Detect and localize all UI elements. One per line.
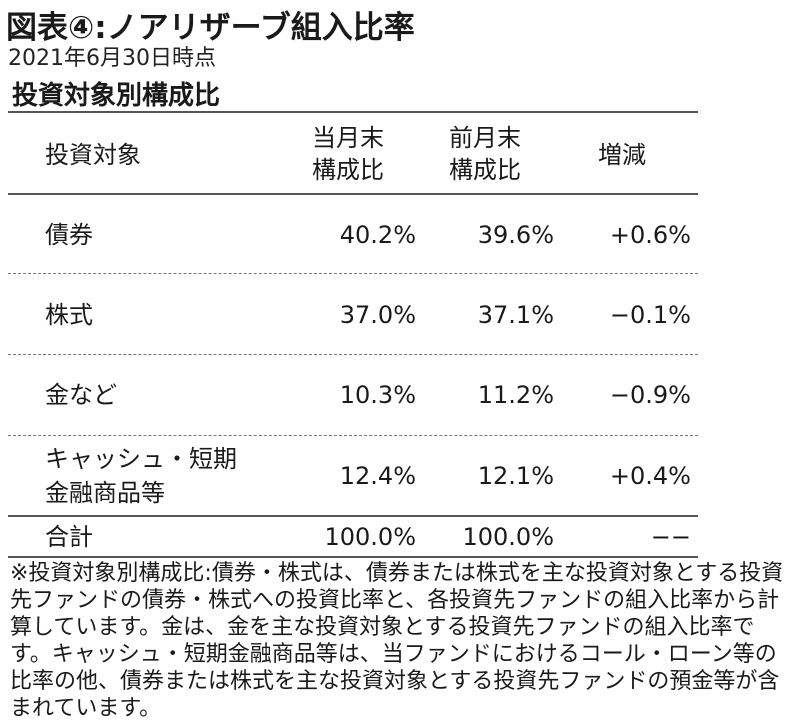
total-label: 合計 bbox=[45, 523, 93, 551]
header-previous-month: 前月末 構成比 bbox=[449, 122, 521, 186]
total-previous: 100.0% bbox=[462, 523, 554, 551]
row-label: 金など bbox=[45, 381, 117, 409]
total-top-rule bbox=[8, 515, 698, 517]
table-bottom-rule bbox=[8, 556, 698, 558]
total-current: 100.0% bbox=[324, 523, 416, 551]
row-change: +0.4% bbox=[609, 462, 691, 490]
header-bottom-rule bbox=[8, 193, 698, 195]
header-current-line2: 構成比 bbox=[312, 156, 384, 184]
row-label: 株式 bbox=[45, 301, 93, 329]
row-change: +0.6% bbox=[609, 221, 691, 249]
row-current: 40.2% bbox=[339, 221, 416, 249]
row-current: 12.4% bbox=[339, 462, 416, 490]
row-current: 37.0% bbox=[339, 301, 416, 329]
row-change: −0.9% bbox=[609, 381, 691, 409]
header-change: 増減 bbox=[598, 141, 646, 169]
row-divider bbox=[8, 354, 698, 355]
section-title: 投資対象別構成比 bbox=[12, 81, 221, 111]
row-label: 債券 bbox=[45, 221, 93, 249]
total-change: −− bbox=[650, 523, 691, 551]
footnote: ※投資対象別構成比:債券・株式は、債券または株式を主な投資対象とする投資先ファン… bbox=[10, 561, 784, 721]
row-divider bbox=[8, 435, 698, 436]
header-current-line1: 当月末 bbox=[312, 124, 384, 152]
row-label-line2: 金融商品等 bbox=[45, 479, 165, 507]
as-of-date: 2021年6月30日時点 bbox=[8, 46, 216, 71]
header-previous-line1: 前月末 bbox=[449, 124, 521, 152]
row-previous: 39.6% bbox=[477, 221, 554, 249]
header-previous-line2: 構成比 bbox=[449, 156, 521, 184]
header-asset-class: 投資対象 bbox=[45, 141, 141, 169]
table-top-rule bbox=[8, 111, 698, 113]
header-current-month: 当月末 構成比 bbox=[312, 122, 384, 186]
row-change: −0.1% bbox=[609, 301, 691, 329]
row-divider bbox=[8, 273, 698, 274]
row-current: 10.3% bbox=[339, 381, 416, 409]
row-previous: 11.2% bbox=[477, 381, 554, 409]
row-label: キャッシュ・短期 bbox=[45, 445, 237, 473]
row-previous: 37.1% bbox=[477, 301, 554, 329]
page-title: 図表④:ノアリザーブ組入比率 bbox=[6, 10, 415, 46]
row-previous: 12.1% bbox=[477, 462, 554, 490]
